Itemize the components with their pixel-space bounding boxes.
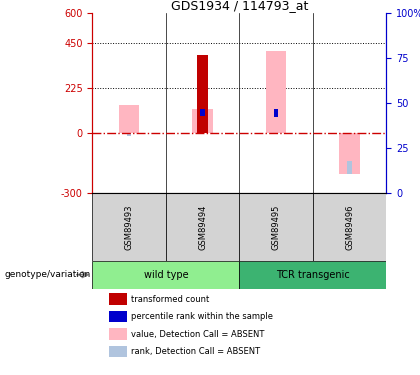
Text: genotype/variation: genotype/variation: [4, 270, 90, 279]
Text: rank, Detection Call = ABSENT: rank, Detection Call = ABSENT: [131, 347, 260, 356]
Text: GSM89495: GSM89495: [272, 204, 281, 250]
Text: value, Detection Call = ABSENT: value, Detection Call = ABSENT: [131, 330, 265, 339]
Bar: [266, 51, 286, 133]
Bar: [239, 193, 313, 261]
Bar: [92, 193, 166, 261]
Bar: [109, 328, 126, 340]
Text: GSM89493: GSM89493: [125, 204, 134, 250]
Bar: [92, 261, 239, 289]
Bar: [347, 161, 352, 174]
Bar: [109, 311, 126, 322]
Title: GDS1934 / 114793_at: GDS1934 / 114793_at: [171, 0, 308, 12]
Bar: [274, 109, 278, 117]
Bar: [109, 293, 126, 305]
Text: wild type: wild type: [144, 270, 188, 280]
Text: TCR transgenic: TCR transgenic: [276, 270, 350, 280]
Text: GSM89494: GSM89494: [198, 204, 207, 250]
Bar: [313, 193, 386, 261]
Bar: [239, 261, 386, 289]
Bar: [166, 193, 239, 261]
Bar: [197, 55, 208, 133]
Bar: [109, 346, 126, 357]
Text: transformed count: transformed count: [131, 295, 210, 304]
Bar: [192, 109, 213, 133]
Bar: [339, 133, 360, 174]
Text: percentile rank within the sample: percentile rank within the sample: [131, 312, 273, 321]
Text: GSM89496: GSM89496: [345, 204, 354, 250]
Bar: [200, 109, 205, 116]
Bar: [127, 133, 131, 135]
Bar: [119, 105, 139, 133]
